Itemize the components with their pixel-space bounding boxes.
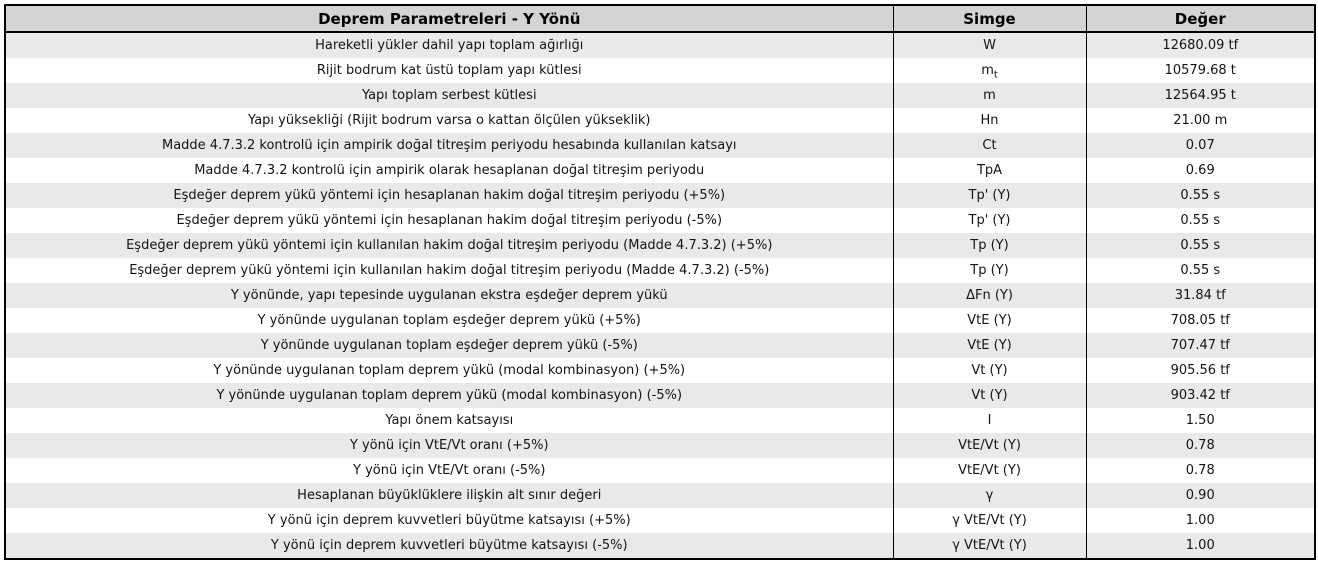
- parameter-value: 708.05 tf: [1085, 308, 1315, 333]
- parameter-value: 905.56 tf: [1085, 358, 1315, 383]
- table-row: Y yönü için deprem kuvvetleri büyütme ka…: [5, 508, 1315, 533]
- parameter-symbol: Tp (Y): [892, 258, 1086, 283]
- parameter-symbol: TpA: [892, 158, 1086, 183]
- parameter-label: Hareketli yükler dahil yapı toplam ağırl…: [315, 38, 584, 53]
- table-row: Hareketli yükler dahil yapı toplam ağırl…: [5, 32, 1315, 58]
- table-title: Deprem Parametreleri - Y Yönü: [5, 5, 893, 33]
- parameter-label: Eşdeğer deprem yükü yöntemi için hesapla…: [176, 213, 723, 228]
- parameter-value: 0.78: [1085, 458, 1315, 483]
- parameter-value: 12680.09 tf: [1085, 32, 1315, 58]
- parameter-label: Madde 4.7.3.2 kontrolü için ampirik doğa…: [161, 138, 737, 153]
- parameter-label: Yapı yüksekliği (Rijit bodrum varsa o ka…: [248, 113, 651, 128]
- parameter-label: Hesaplanan büyüklüklere ilişkin alt sını…: [297, 488, 602, 503]
- parameter-value: 12564.95 t: [1085, 83, 1315, 108]
- parameter-label: Y yönünde uygulanan toplam eşdeğer depre…: [257, 313, 641, 328]
- parameter-label: Y yönünde uygulanan toplam eşdeğer depre…: [260, 338, 638, 353]
- parameter-label: Yapı önem katsayısı: [385, 413, 514, 428]
- parameter-value: 707.47 tf: [1085, 333, 1315, 358]
- table-row: Yapı yüksekliği (Rijit bodrum varsa o ka…: [5, 108, 1315, 133]
- table-row: Yapı toplam serbest kütlesi m 12564.95 t: [5, 83, 1315, 108]
- parameter-symbol: Vt (Y): [892, 358, 1086, 383]
- parameter-value: 31.84 tf: [1085, 283, 1315, 308]
- table-row: Rijit bodrum kat üstü toplam yapı kütles…: [5, 58, 1315, 83]
- column-header-symbol: Simge: [892, 5, 1086, 33]
- parameter-value: 1.00: [1085, 533, 1315, 559]
- parameter-label: Y yönünde uygulanan toplam deprem yükü (…: [213, 363, 686, 378]
- parameter-symbol: Tp (Y): [892, 233, 1086, 258]
- table-row: Y yönü için VtE/Vt oranı (-5%) VtE/Vt (Y…: [5, 458, 1315, 483]
- parameter-symbol: Hn: [892, 108, 1086, 133]
- parameter-value: 0.55 s: [1085, 233, 1315, 258]
- parameter-symbol: VtE/Vt (Y): [892, 433, 1086, 458]
- table-row: Madde 4.7.3.2 kontrolü için ampirik olar…: [5, 158, 1315, 183]
- table-row: Madde 4.7.3.2 kontrolü için ampirik doğa…: [5, 133, 1315, 158]
- parameter-symbol: γ VtE/Vt (Y): [892, 508, 1086, 533]
- parameter-label: Eşdeğer deprem yükü yöntemi için kullanı…: [126, 238, 773, 253]
- table-row: Y yönünde uygulanan toplam eşdeğer depre…: [5, 308, 1315, 333]
- parameter-symbol: mt: [892, 58, 1086, 83]
- table-row: Eşdeğer deprem yükü yöntemi için hesapla…: [5, 208, 1315, 233]
- parameter-symbol: W: [892, 32, 1086, 58]
- parameter-symbol: ΔFn (Y): [892, 283, 1086, 308]
- table-row: Yapı önem katsayısı I 1.50: [5, 408, 1315, 433]
- parameter-value: 21.00 m: [1085, 108, 1315, 133]
- parameter-label: Y yönü için deprem kuvvetleri büyütme ka…: [270, 538, 628, 553]
- parameter-value: 10579.68 t: [1085, 58, 1315, 83]
- parameter-value: 1.50: [1085, 408, 1315, 433]
- table-row: Y yönünde uygulanan toplam eşdeğer depre…: [5, 333, 1315, 358]
- table-row: Y yönünde uygulanan toplam deprem yükü (…: [5, 358, 1315, 383]
- table-row: Eşdeğer deprem yükü yöntemi için kullanı…: [5, 258, 1315, 283]
- table-row: Y yönünde uygulanan toplam deprem yükü (…: [5, 383, 1315, 408]
- table-row: Y yönünde, yapı tepesinde uygulanan ekst…: [5, 283, 1315, 308]
- parameter-symbol: VtE/Vt (Y): [892, 458, 1086, 483]
- parameter-label: Y yönü için VtE/Vt oranı (-5%): [353, 463, 546, 478]
- parameter-symbol: Vt (Y): [892, 383, 1086, 408]
- table-row: Hesaplanan büyüklüklere ilişkin alt sını…: [5, 483, 1315, 508]
- parameter-symbol: γ: [892, 483, 1086, 508]
- parameter-symbol: I: [892, 408, 1086, 433]
- parameter-value: 0.55 s: [1085, 183, 1315, 208]
- parameter-value: 1.00: [1085, 508, 1315, 533]
- table-row: Y yönü için deprem kuvvetleri büyütme ka…: [5, 533, 1315, 559]
- parameter-value: 903.42 tf: [1085, 383, 1315, 408]
- parameter-label: Yapı toplam serbest kütlesi: [361, 88, 537, 103]
- parameter-label: Y yönünde, yapı tepesinde uygulanan ekst…: [230, 288, 668, 303]
- parameter-value: 0.69: [1085, 158, 1315, 183]
- parameter-label: Y yönü için deprem kuvvetleri büyütme ka…: [267, 513, 631, 528]
- parameter-value: 0.90: [1085, 483, 1315, 508]
- parameter-label: Y yönü için VtE/Vt oranı (+5%): [349, 438, 549, 453]
- parameter-symbol: VtE (Y): [892, 333, 1086, 358]
- table-row: Eşdeğer deprem yükü yöntemi için kullanı…: [5, 233, 1315, 258]
- table-row: Eşdeğer deprem yükü yöntemi için hesapla…: [5, 183, 1315, 208]
- parameter-symbol: m: [892, 83, 1086, 108]
- parameter-value: 0.55 s: [1085, 208, 1315, 233]
- table-row: Y yönü için VtE/Vt oranı (+5%) VtE/Vt (Y…: [5, 433, 1315, 458]
- parameter-value: 0.55 s: [1085, 258, 1315, 283]
- parameter-label: Rijit bodrum kat üstü toplam yapı kütles…: [316, 63, 582, 78]
- column-header-value: Değer: [1085, 5, 1315, 33]
- parameter-value: 0.78: [1085, 433, 1315, 458]
- parameter-symbol: Tp' (Y): [892, 183, 1086, 208]
- parameter-value: 0.07: [1085, 133, 1315, 158]
- parameter-symbol: VtE (Y): [892, 308, 1086, 333]
- table-header-row: Deprem Parametreleri - Y Yönü Simge Değe…: [5, 5, 1315, 33]
- parameter-symbol: Ct: [892, 133, 1086, 158]
- parameter-symbol: γ VtE/Vt (Y): [892, 533, 1086, 559]
- parameter-label: Y yönünde uygulanan toplam deprem yükü (…: [216, 388, 683, 403]
- parameter-symbol: Tp' (Y): [892, 208, 1086, 233]
- parameter-label: Eşdeğer deprem yükü yöntemi için kullanı…: [129, 263, 770, 278]
- parameter-label: Madde 4.7.3.2 kontrolü için ampirik olar…: [194, 163, 705, 178]
- parameter-label: Eşdeğer deprem yükü yöntemi için hesapla…: [173, 188, 726, 203]
- earthquake-parameters-table: Deprem Parametreleri - Y Yönü Simge Değe…: [4, 4, 1316, 560]
